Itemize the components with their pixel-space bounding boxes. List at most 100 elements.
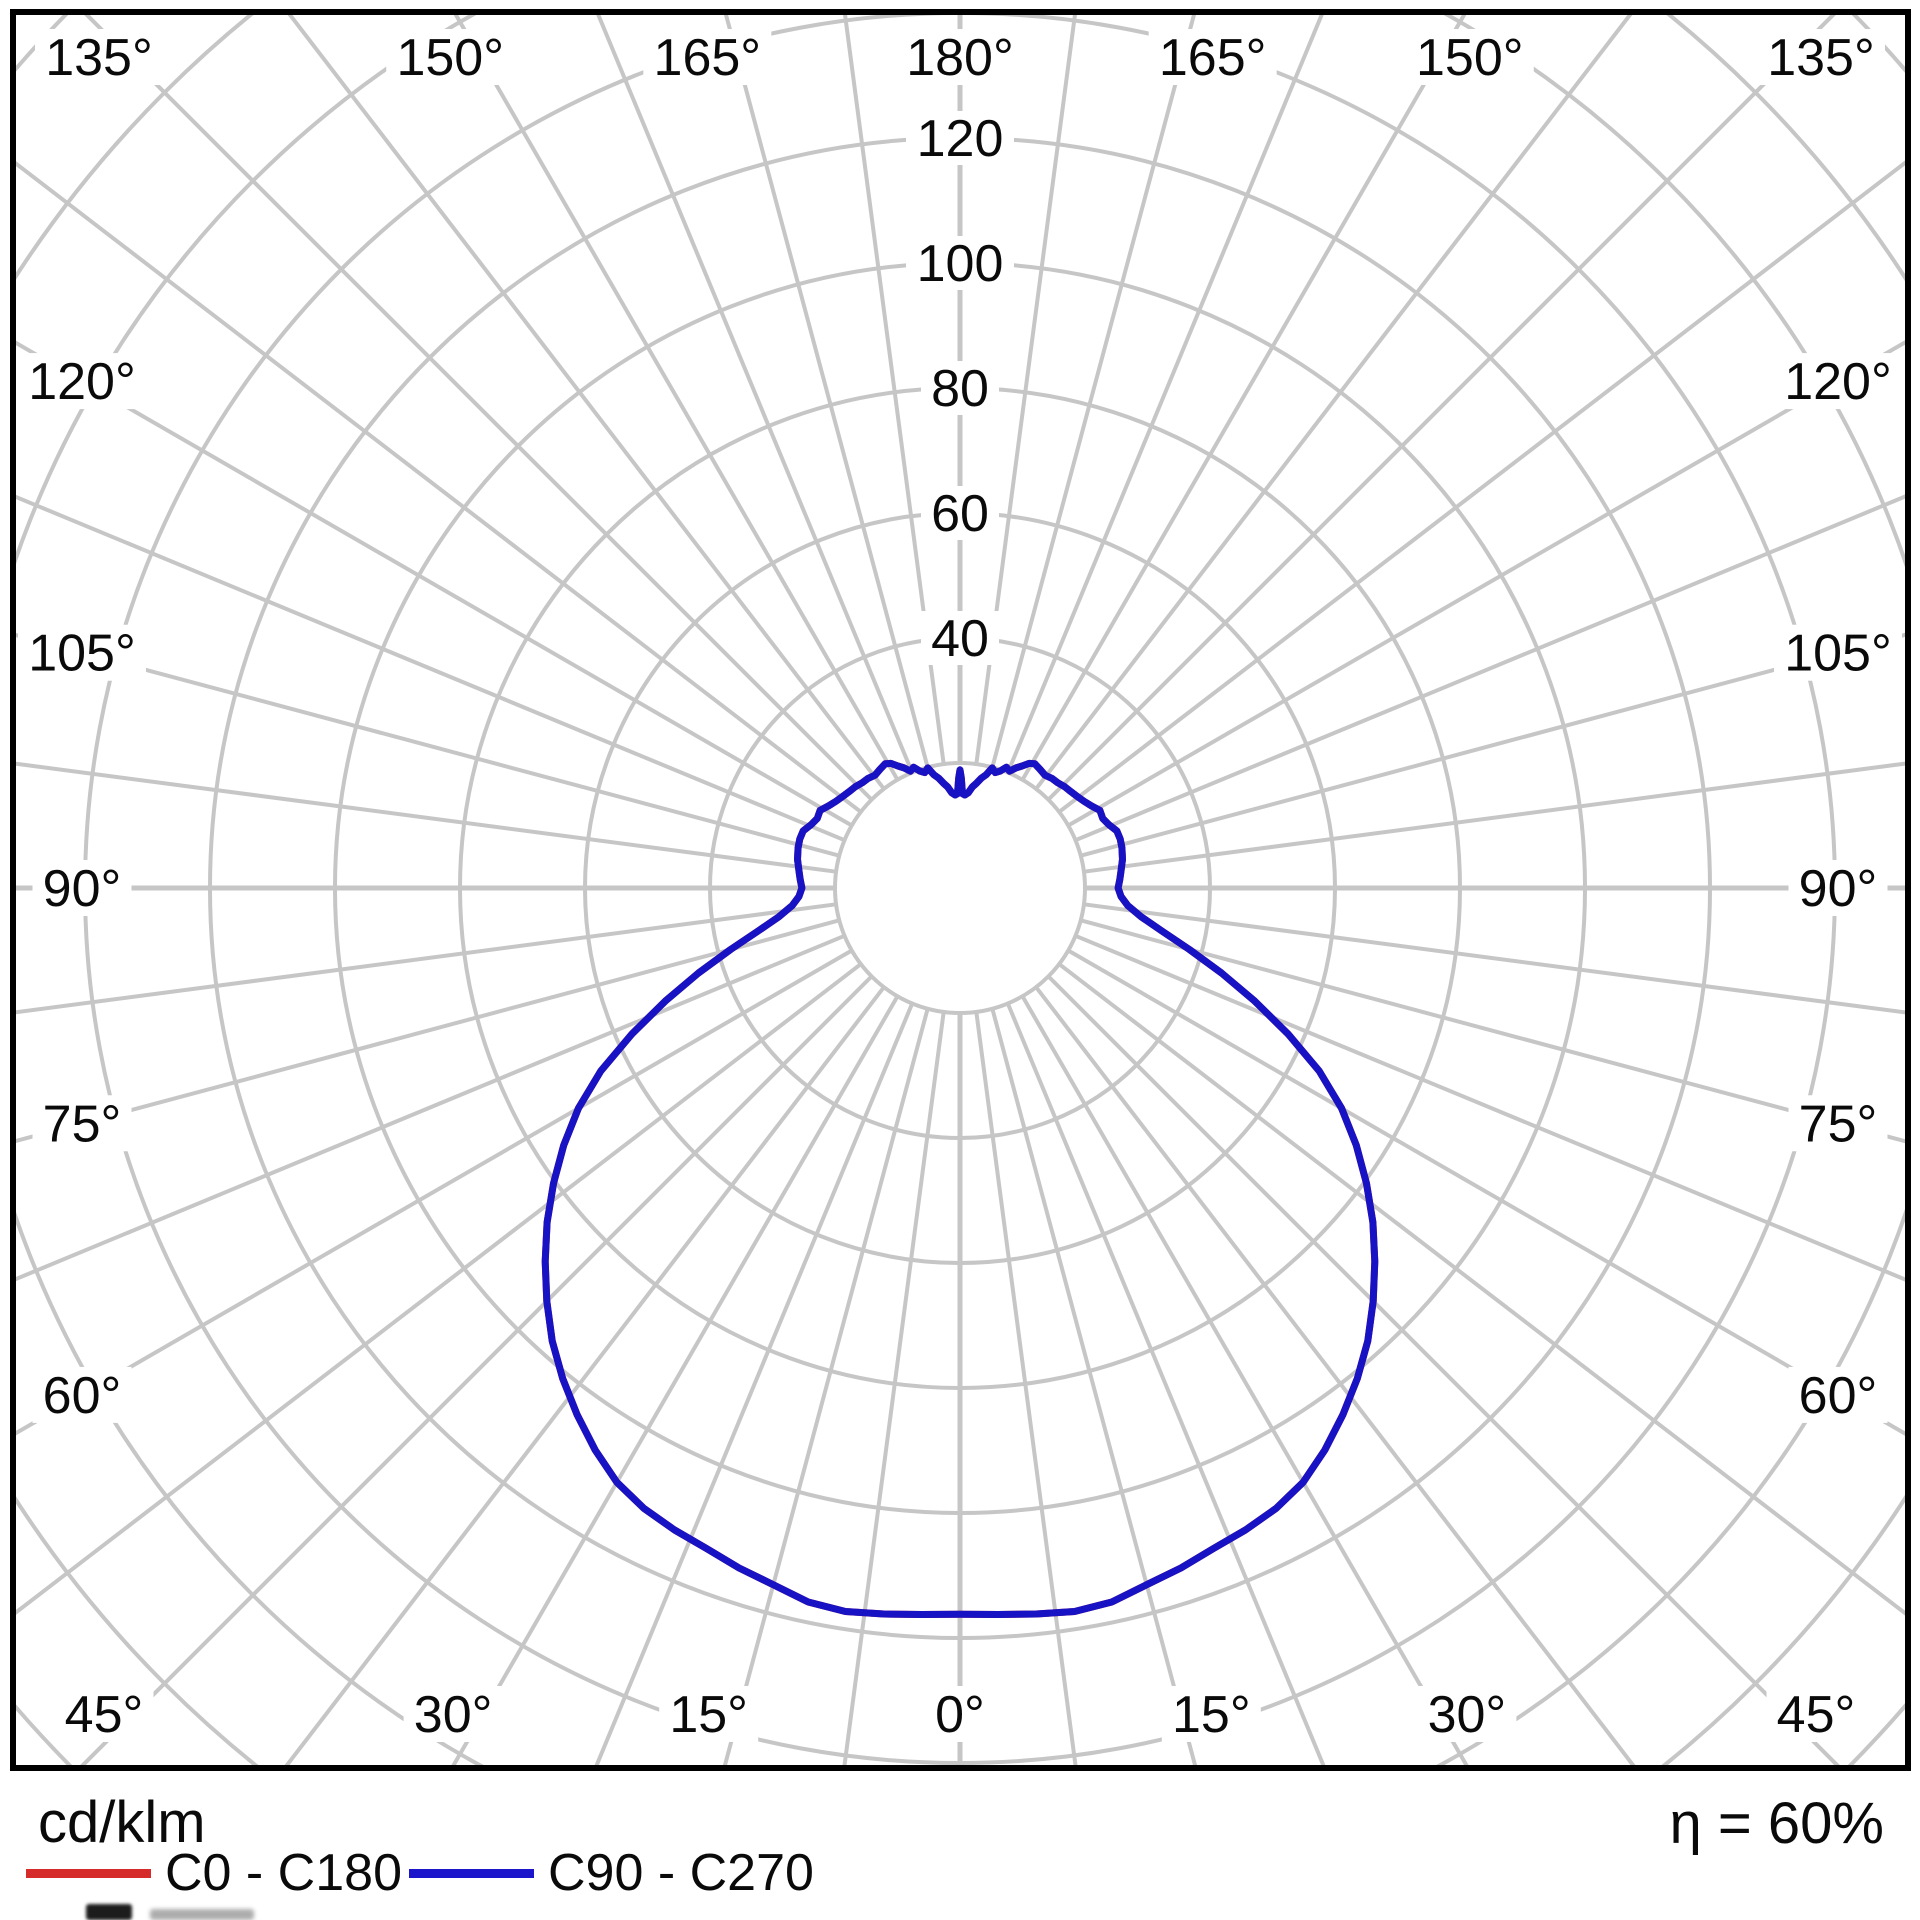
grid-spoke-292.5 [16,933,846,1282]
grid-spoke-247.5 [16,494,846,843]
angle-tick-label-105°-left: 105° [28,625,136,683]
unit-label: cd/klm [38,1790,206,1855]
grid-spoke-195 [724,15,930,768]
grid-spoke-97.5 [1083,761,1905,874]
angle-label-box [1774,624,1902,681]
angle-label-box [643,29,772,85]
grid-spoke-352.5 [842,1011,946,1765]
angle-tick-label-0°-right: 0° [935,1686,985,1744]
angle-label-box [1161,1686,1261,1742]
grid-spoke-135 [1046,15,1836,802]
angle-tick-label-120°-right: 120° [1784,353,1892,411]
angle-label-box [35,29,163,85]
angle-label-box [659,1686,759,1742]
angle-label-box [403,1686,503,1742]
angle-label-box [32,1095,132,1152]
angle-tick-label-60°-right: 60° [1799,1367,1878,1425]
angle-label-box [18,624,146,681]
angle-label-box [54,1686,154,1742]
curve-c90-c270 [541,759,1379,1618]
ring-label-box [906,111,1014,165]
angle-tick-label-135°-left: 135° [45,29,153,87]
legend-entry-c0-c180: C0 - C180 [26,1845,402,1901]
grid-spoke-345 [722,1008,930,1765]
grid-spoke-60 [1067,948,1905,1436]
ring-label-box [921,361,999,415]
ring-label-box [921,486,999,540]
ring-tick-label-80: 80 [931,360,989,418]
grid-spoke-315 [80,974,874,1765]
legend-entry-c90-c270: C90 - C270 [409,1845,814,1901]
legend-label-c0-c180: C0 - C180 [165,1844,402,1902]
grid-spoke-172.5 [974,15,1077,765]
angle-label-box [925,1686,995,1742]
grid-spoke-30 [1020,995,1469,1765]
grid-spoke-120 [1067,340,1905,828]
angle-label-box [1405,29,1534,85]
angle-label-box [32,1366,132,1423]
grid-spoke-22.5 [1005,1002,1326,1765]
grid-spoke-112.5 [1074,494,1905,843]
angle-tick-label-105°-right: 105° [1784,625,1892,683]
grid-spoke-82.5 [1083,902,1905,1015]
efficiency-label: η = 60% [1669,1791,1884,1856]
grid-spoke-232.5 [16,161,863,814]
grid-spoke-217.5 [287,15,886,791]
grid-spoke-45 [1046,974,1840,1765]
grid-spoke-165 [990,15,1196,768]
grid-spoke-142.5 [1034,15,1633,791]
ring-tick-labels: 40 60 80 100 120 [906,110,1014,668]
angle-tick-label-75°-left: 75° [43,1095,122,1153]
legend-swatch-red [26,1868,151,1878]
grid-spoke-105 [1080,632,1905,858]
grid-spoke-285 [16,918,840,1144]
angle-tick-label-15°-left: 15° [669,1686,748,1744]
grid-spoke-210 [453,15,900,781]
angle-tick-label-120°-left: 120° [28,353,136,411]
angle-tick-label-150°-right: 150° [1416,29,1524,87]
angle-tick-label-45°-left: 45° [65,1686,144,1744]
angle-tick-labels: 0° 15° 15° 30° 30° 45° 45° 60° 60° 75° 75° 90° 90° 10… [18,29,1902,1744]
angle-label-box [1757,29,1885,85]
grid-spoke-337.5 [594,1002,915,1765]
angle-label-box [1774,353,1902,410]
angle-label-box [1788,1366,1888,1423]
grid-spoke-127.5 [1057,160,1905,814]
grid-spoke-75 [1080,918,1905,1144]
ring-label-box [906,236,1014,290]
grid-ring-20 [833,761,1087,1015]
grid-spoke-150 [1020,15,1467,781]
angle-tick-label-60°-left: 60° [43,1367,122,1425]
grid-spoke-67.5 [1074,933,1905,1282]
ring-tick-label-40: 40 [931,610,989,668]
angle-tick-label-30°-left: 30° [414,1686,493,1744]
grid-spoke-255 [16,632,840,858]
grid-spoke-15 [990,1008,1198,1765]
angle-label-box [32,860,132,916]
angle-tick-label-180°-right: 180° [906,29,1014,87]
ring-label-box [921,611,999,665]
angle-tick-label-165°-left: 165° [654,29,762,87]
grid-spoke-277.5 [16,902,837,1015]
grid-spoke-300 [16,948,853,1436]
grid-spoke-157.5 [1005,15,1324,774]
legend-label-c90-c270: C90 - C270 [548,1844,814,1902]
grid-spoke-202.5 [596,15,915,774]
grid-spoke-240 [16,340,853,828]
grid-spoke-37.5 [1034,985,1636,1765]
chart-border [10,9,1911,1771]
angle-label-box [1766,1686,1866,1742]
angle-tick-label-165°-right: 165° [1159,29,1267,87]
angle-label-box [1788,1095,1888,1152]
angle-tick-label-135°-right: 135° [1767,29,1875,87]
angle-label-box [1417,1686,1517,1742]
grid-spoke-225 [84,15,874,802]
angle-label-box [896,29,1024,85]
grid-spoke-330 [451,995,900,1765]
ring-tick-label-120: 120 [917,110,1004,168]
angle-tick-label-75°-right: 75° [1799,1095,1878,1153]
